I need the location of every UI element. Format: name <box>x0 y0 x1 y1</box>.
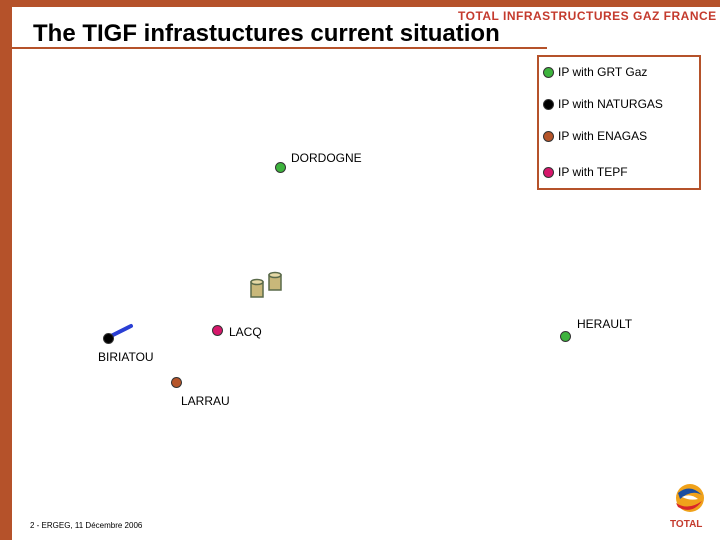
header-underline <box>12 47 547 49</box>
lacq-marker <box>212 325 223 336</box>
legend-label: IP with NATURGAS <box>558 97 663 111</box>
total-logo-text: TOTAL <box>670 519 703 530</box>
legend-label: IP with ENAGAS <box>558 129 648 143</box>
dordogne-label: DORDOGNE <box>291 151 362 165</box>
larrau-marker <box>171 377 182 388</box>
legend-item-naturgas: IP with NATURGAS <box>543 97 663 111</box>
lacq-label: LACQ <box>229 325 262 339</box>
legend-label: IP with GRT Gaz <box>558 65 648 79</box>
left-accent-bar <box>0 0 12 540</box>
biriatou-marker <box>103 333 114 344</box>
larrau-label: LARRAU <box>181 394 230 408</box>
footer-text: 2 - ERGEG, 11 Décembre 2006 <box>30 521 143 530</box>
herault-label: HERAULT <box>577 317 633 331</box>
legend-item-tepf: IP with TEPF <box>543 165 628 179</box>
brand-wordmark: TOTAL INFRASTRUCTURES GAZ FRANCE <box>458 9 717 23</box>
brown-dot-icon <box>543 130 554 142</box>
herault-marker <box>560 331 571 342</box>
storage-tank-icon <box>250 278 264 298</box>
total-logo-icon <box>676 484 704 512</box>
dordogne-marker <box>275 162 286 173</box>
top-accent-bar <box>12 0 720 7</box>
storage-tank-icon <box>268 271 282 291</box>
biriatou-label: BIRIATOU <box>98 350 154 364</box>
legend-box <box>537 55 701 190</box>
green-dot-icon <box>543 66 554 78</box>
page-title: The TIGF infrastuctures current situatio… <box>33 20 500 47</box>
legend-item-enagas: IP with ENAGAS <box>543 129 647 143</box>
legend-label: IP with TEPF <box>558 165 628 179</box>
magenta-dot-icon <box>543 166 554 178</box>
black-dot-icon <box>543 98 554 110</box>
legend-item-grt-gaz: IP with GRT Gaz <box>543 65 647 79</box>
